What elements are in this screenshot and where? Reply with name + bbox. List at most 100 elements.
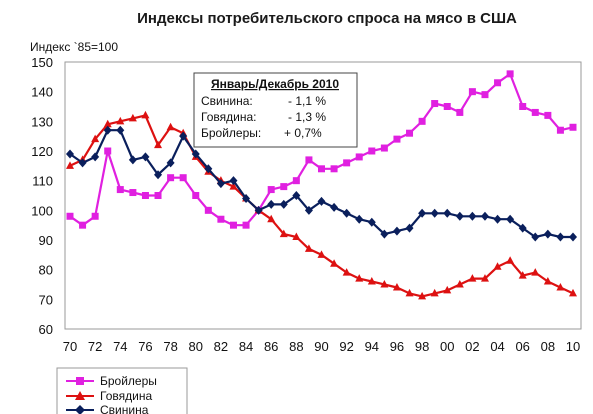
data-point-0-1977 <box>154 192 162 199</box>
data-point-0-1999 <box>431 100 439 108</box>
legend-label-pork: Свинина <box>100 403 149 414</box>
x-tick-label-72: 72 <box>88 339 102 354</box>
x-tick-label-96: 96 <box>390 339 404 354</box>
y-tick-label-130: 130 <box>31 114 53 129</box>
data-point-0-1970 <box>66 212 74 220</box>
x-tick-label-70: 70 <box>63 339 77 354</box>
data-point-2-2008 <box>543 229 552 239</box>
x-tick-label-08: 08 <box>541 339 555 354</box>
x-tick-label-10: 10 <box>566 339 580 354</box>
data-point-1-1978 <box>166 122 175 131</box>
annotation-label-pork: Свинина: <box>201 94 253 108</box>
x-tick-label-88: 88 <box>289 339 303 354</box>
x-tick-label-86: 86 <box>264 339 278 354</box>
data-point-0-1996 <box>393 135 401 143</box>
data-point-1-1974 <box>116 116 125 125</box>
data-point-2-2010 <box>569 232 577 242</box>
series-layer <box>66 70 577 300</box>
chart-title: Индексы потребительского спроса на мясо … <box>137 10 517 27</box>
x-tick-label-80: 80 <box>189 339 203 354</box>
data-point-1-1973 <box>103 119 112 128</box>
data-point-2-2002 <box>468 211 477 221</box>
x-tick-label-06: 06 <box>515 339 529 354</box>
data-point-1-1990 <box>317 250 326 258</box>
data-point-0-1972 <box>91 212 99 220</box>
data-point-2-1981 <box>204 164 213 174</box>
data-point-1-1997 <box>405 288 414 297</box>
data-point-2-2001 <box>455 211 464 221</box>
legend-marker-beef <box>75 391 85 400</box>
legend: Бройлеры Говядина Свинина <box>56 367 188 414</box>
data-point-0-1987 <box>280 183 288 191</box>
data-point-2-2004 <box>493 214 502 224</box>
data-point-2-1988 <box>292 191 301 200</box>
data-point-2-1970 <box>66 149 74 159</box>
data-point-0-2001 <box>456 108 464 116</box>
data-point-2-2003 <box>480 211 489 221</box>
y-tick-label-110: 110 <box>32 174 53 189</box>
annotation-box: Январь/Декабрь 2010 Свинина: - 1,1 % Гов… <box>193 72 358 148</box>
data-point-0-2005 <box>506 70 514 78</box>
data-point-1-2000 <box>443 285 452 294</box>
data-point-2-1995 <box>380 229 389 239</box>
data-point-2-2005 <box>506 214 515 224</box>
legend-item-pork: Свинина <box>66 403 149 414</box>
data-point-0-1975 <box>129 189 137 197</box>
x-tick-label-98: 98 <box>415 339 429 354</box>
series-1 <box>66 110 577 300</box>
data-point-0-1971 <box>79 221 87 229</box>
y-tick-label-140: 140 <box>31 85 53 100</box>
data-point-2-1978 <box>166 158 175 168</box>
data-point-1-2004 <box>493 262 502 270</box>
data-point-1-1972 <box>91 134 100 143</box>
data-point-2-2006 <box>518 223 527 233</box>
data-point-0-1973 <box>104 147 112 155</box>
data-point-1-1975 <box>128 113 137 122</box>
annotation-label-broilers: Бройлеры: <box>201 126 261 140</box>
legend-marker-pork <box>75 405 85 414</box>
x-tick-label-76: 76 <box>138 339 152 354</box>
x-tick-label-82: 82 <box>214 339 228 354</box>
data-point-1-1993 <box>355 274 364 282</box>
data-point-1-1983 <box>229 182 238 190</box>
data-point-0-1988 <box>292 177 300 185</box>
legend-marker-broilers <box>76 377 84 385</box>
data-point-0-2010 <box>569 123 577 131</box>
data-point-1-1970 <box>66 161 74 169</box>
data-point-2-2009 <box>556 232 565 242</box>
data-point-2-1987 <box>279 199 288 209</box>
data-point-2-1973 <box>103 125 112 135</box>
data-point-2-1974 <box>116 125 125 135</box>
data-point-1-1989 <box>304 244 313 252</box>
data-point-0-1978 <box>167 174 175 182</box>
x-ticks: 70 72 74 76 78 80 82 84 86 88 90 92 94 96 98 00 02 04 06 08… <box>63 339 580 354</box>
x-tick-label-04: 04 <box>490 339 504 354</box>
data-point-0-1994 <box>368 147 376 155</box>
data-point-1-2006 <box>518 271 527 279</box>
data-point-0-2004 <box>494 79 502 87</box>
data-point-1-2005 <box>506 256 515 264</box>
data-point-1-1999 <box>430 288 439 297</box>
y-tick-label-100: 100 <box>31 203 53 218</box>
x-tick-label-92: 92 <box>339 339 353 354</box>
data-point-0-1992 <box>343 159 351 167</box>
series-0 <box>66 70 577 229</box>
data-point-2-1992 <box>342 208 351 218</box>
data-point-2-1998 <box>418 208 427 218</box>
data-point-1-2007 <box>531 268 540 276</box>
data-point-2-1972 <box>91 152 100 162</box>
data-point-0-1997 <box>406 129 414 137</box>
x-tick-label-90: 90 <box>314 339 328 354</box>
data-point-1-2008 <box>543 277 552 285</box>
legend-item-broilers: Бройлеры <box>66 374 157 388</box>
legend-label-beef: Говядина <box>100 389 152 403</box>
data-point-2-1979 <box>179 131 188 141</box>
y-ticks: 60 70 80 90 100 110 120 130 140 150 <box>31 55 53 337</box>
data-point-0-1980 <box>192 192 200 199</box>
annotation-label-beef: Говядина: <box>201 110 256 124</box>
data-point-0-1991 <box>330 165 338 173</box>
data-point-2-2007 <box>531 232 540 242</box>
data-point-1-1998 <box>418 291 427 300</box>
data-point-2-1994 <box>367 217 376 227</box>
data-point-2-1985 <box>254 205 263 215</box>
